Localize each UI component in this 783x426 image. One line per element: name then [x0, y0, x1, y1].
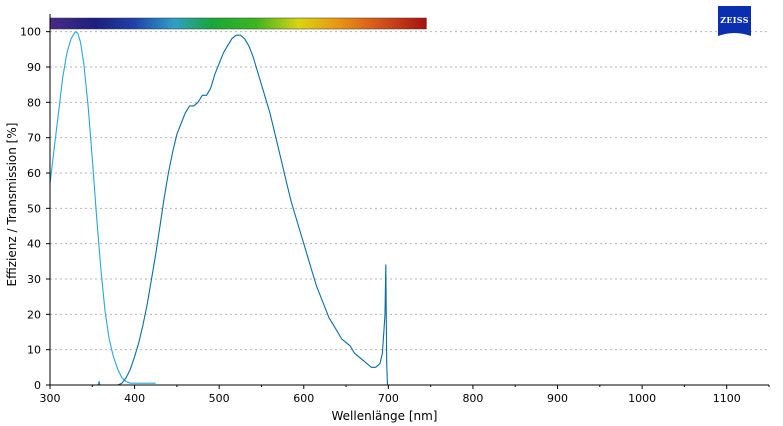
series-line-1: [49, 31, 156, 384]
x-tick-label-400: 400: [124, 392, 145, 405]
series-line-2: [97, 380, 101, 386]
y-tick-label-60: 60: [27, 167, 41, 180]
zeiss-logo-badge: [718, 6, 751, 36]
y-tick-label-10: 10: [27, 344, 41, 357]
series-line-3: [117, 34, 389, 386]
y-tick-label-70: 70: [27, 132, 41, 145]
y-tick-label-40: 40: [27, 238, 41, 251]
y-tick-label-90: 90: [27, 61, 41, 74]
x-tick-label-800: 800: [462, 392, 483, 405]
axes: [49, 14, 769, 386]
y-tick-label-100: 100: [20, 26, 41, 39]
grid-lines: [50, 31, 769, 351]
x-tick-label-900: 900: [547, 392, 568, 405]
spectrum-color-bar: [49, 17, 427, 30]
y-tick-label-30: 30: [27, 273, 41, 286]
y-tick-label-0: 0: [34, 379, 41, 392]
zeiss-logo-text: ZEISS: [720, 15, 749, 25]
x-tick-label-1100: 1100: [713, 392, 741, 405]
x-tick-label-300: 300: [40, 392, 61, 405]
series-layer: [49, 31, 389, 386]
x-tick-label-500: 500: [209, 392, 230, 405]
x-tick-label-600: 600: [293, 392, 314, 405]
y-tick-label-20: 20: [27, 308, 41, 321]
x-axis-ticks: 300 400 500 600 700 800 900 1000 1100: [40, 385, 770, 405]
x-axis-title: Wellenlänge [nm]: [332, 409, 438, 423]
x-tick-label-1000: 1000: [628, 392, 656, 405]
zeiss-logo: ZEISS: [718, 6, 751, 36]
x-tick-label-700: 700: [378, 392, 399, 405]
y-tick-label-50: 50: [27, 202, 41, 215]
y-axis-title: Effizienz / Transmission [%]: [5, 123, 19, 287]
y-tick-label-80: 80: [27, 96, 41, 109]
y-axis-ticks: 0 10 20 30 40 50 60 70 80 90 100: [20, 26, 50, 392]
